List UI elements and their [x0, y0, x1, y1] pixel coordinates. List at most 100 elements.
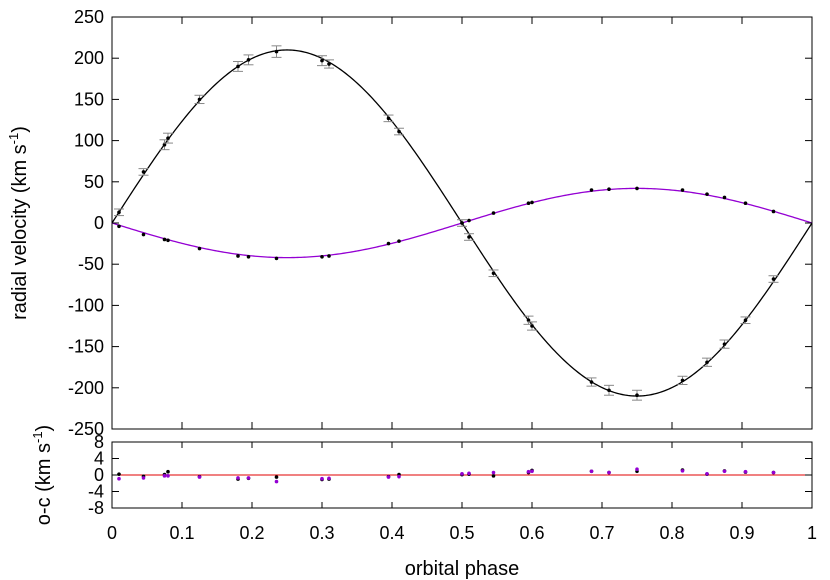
data-point-series-1 [771, 277, 776, 281]
residual-point-series-2 [705, 471, 709, 476]
residual-point-series-2 [460, 471, 464, 476]
data-point-series-1 [589, 380, 594, 384]
data-point-series-2 [530, 200, 534, 205]
data-point-series-1 [141, 170, 146, 174]
x-tick-label: 0.6 [519, 523, 544, 543]
res-y-tick-label: 0 [94, 465, 104, 485]
data-point-series-1 [397, 129, 401, 134]
data-point-series-2 [705, 192, 709, 196]
residual-data-points [117, 467, 776, 484]
main-y-axis-label-group: radial velocity (km s-1) [6, 126, 31, 320]
data-point-series-1 [162, 142, 167, 147]
data-point-series-2 [117, 224, 121, 229]
x-tick-label: 0.2 [239, 523, 264, 543]
data-point-series-2 [236, 254, 240, 258]
residual-point-series-2 [680, 469, 685, 473]
y-tick-label: 0 [94, 213, 104, 233]
residual-point-series-2 [197, 475, 202, 479]
residual-point-series-2 [327, 476, 331, 481]
data-point-series-1 [526, 318, 531, 323]
data-point-series-1 [197, 97, 202, 102]
data-point-series-2 [635, 186, 639, 191]
y-tick-label: -200 [68, 378, 104, 398]
residual-point-series-2 [386, 475, 391, 479]
data-point-series-2 [526, 201, 531, 206]
residual-point-series-2 [236, 476, 240, 480]
data-point-series-1 [607, 388, 611, 393]
residual-point-series-2 [526, 469, 531, 474]
residual-point-series-2 [141, 476, 146, 480]
y-tick-label: 200 [74, 48, 104, 68]
data-point-series-2 [771, 209, 776, 214]
data-point-series-2 [320, 254, 324, 259]
res-y-tick-label: 4 [94, 449, 104, 469]
residual-point-series-1 [166, 469, 170, 474]
data-point-series-1 [236, 64, 240, 69]
residual-y-axis-label-close: ) [33, 425, 55, 432]
y-tick-label: 50 [84, 172, 104, 192]
x-tick-label: 0.9 [729, 523, 754, 543]
data-point-series-1 [274, 49, 279, 54]
data-point-series-2 [274, 256, 279, 261]
residual-y-axis-ticks: 840-4-8 [88, 432, 812, 518]
y-tick-label: -150 [68, 337, 104, 357]
y-tick-label: -100 [68, 295, 104, 315]
data-point-series-2 [743, 201, 748, 206]
x-tick-label: 0.3 [309, 523, 334, 543]
x-tick-label: 0 [107, 523, 117, 543]
residual-y-axis-label-text: o-c (km s [33, 443, 55, 525]
data-point-series-2 [246, 254, 251, 259]
data-point-series-1 [680, 378, 685, 383]
y-tick-label: -250 [68, 419, 104, 439]
residual-point-series-2 [722, 469, 727, 474]
y-tick-label: -50 [78, 254, 104, 274]
x-tick-label: 0.1 [169, 523, 194, 543]
data-point-series-1 [705, 360, 709, 365]
residual-point-series-2 [320, 476, 324, 481]
data-point-series-1 [530, 324, 534, 328]
main-y-axis-ticks: 250 200 150 100 50 0 -50 -100 -150 -200 -250 [68, 7, 812, 439]
residual-point-series-2 [467, 471, 471, 476]
residual-point-series-2 [397, 474, 401, 479]
data-point-series-2 [491, 211, 496, 215]
x-tick-label: 0.7 [589, 523, 614, 543]
residual-point-series-2 [771, 470, 776, 475]
data-point-series-1 [327, 62, 331, 66]
residual-point-series-1 [491, 474, 496, 478]
res-y-tick-label: -8 [88, 498, 104, 518]
main-data-points [114, 45, 779, 401]
residual-y-axis-label: o-c (km s-1) [30, 425, 55, 525]
residual-point-series-2 [117, 476, 121, 481]
data-point-series-1 [635, 393, 639, 398]
data-point-series-1 [743, 318, 748, 323]
x-axis-label: orbital phase [405, 558, 520, 580]
y-tick-label: 250 [74, 7, 104, 27]
main-y-axis-label-superscript: -1 [6, 133, 21, 145]
data-point-series-2 [467, 218, 471, 223]
residual-y-axis-label-group: o-c (km s-1) [30, 425, 55, 525]
y-tick-label: 100 [74, 131, 104, 151]
data-point-series-1 [117, 210, 121, 215]
main-y-axis-label: radial velocity (km s-1) [6, 126, 31, 320]
residual-point-series-2 [635, 467, 639, 472]
data-point-series-1 [166, 136, 170, 140]
data-point-series-2 [197, 246, 202, 251]
res-y-tick-label: -4 [88, 482, 104, 502]
data-point-series-1 [722, 342, 727, 346]
residual-point-series-1 [274, 475, 279, 479]
data-point-series-2 [680, 188, 685, 192]
data-point-series-1 [467, 235, 471, 239]
data-point-series-2 [141, 232, 146, 237]
x-tick-label: 0.8 [659, 523, 684, 543]
data-point-series-2 [397, 239, 401, 243]
residual-point-series-2 [246, 476, 251, 480]
data-point-series-2 [166, 238, 170, 243]
data-point-series-1 [246, 58, 251, 62]
residual-point-series-2 [589, 469, 594, 474]
res-y-tick-label: 8 [94, 432, 104, 452]
data-point-series-2 [460, 221, 464, 225]
data-point-series-1 [320, 58, 324, 63]
x-tick-label: 0.5 [449, 523, 474, 543]
residual-point-series-2 [491, 470, 496, 475]
